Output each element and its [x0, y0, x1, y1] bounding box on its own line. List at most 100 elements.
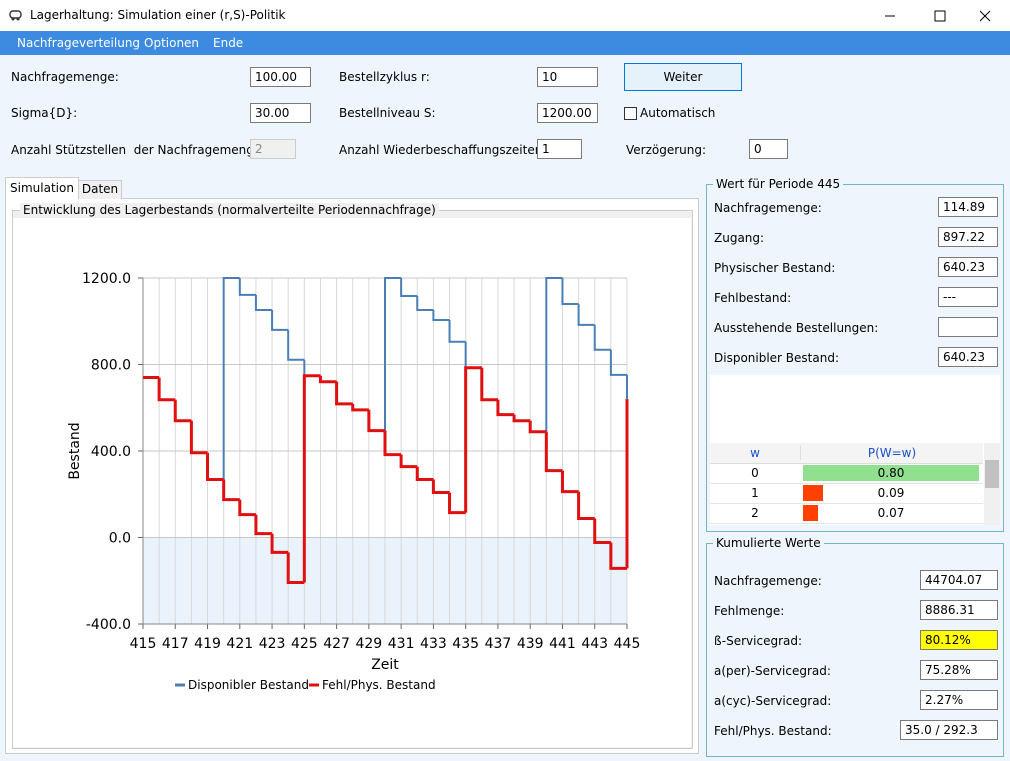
series-step: [287, 329, 305, 361]
series-step: [416, 295, 434, 312]
input[interactable]: 1: [537, 139, 582, 159]
x-tick-label: 441: [549, 636, 576, 652]
output: ---: [938, 287, 998, 307]
cell: 2: [751, 506, 759, 520]
series-step: [270, 533, 289, 554]
input[interactable]: 10: [537, 67, 598, 87]
series-step: [577, 303, 595, 326]
label: Nachfragemenge:: [714, 574, 822, 588]
menu-item[interactable]: Optionen: [144, 36, 200, 50]
input[interactable]: 30.00: [250, 103, 311, 123]
label: Zugang:: [714, 231, 765, 245]
output: 75.28%: [920, 660, 998, 680]
x-axis-label: Zeit: [371, 657, 399, 673]
series-step: [529, 420, 547, 433]
label: ß-Servicegrad:: [714, 634, 803, 648]
series-step: [318, 375, 337, 384]
label: Nachfragemenge:: [11, 70, 119, 84]
y-tick-label: -400.0: [86, 617, 131, 633]
x-tick-label: 427: [323, 636, 350, 652]
period-group: Wert für Periode 445: [706, 177, 1004, 532]
series-step: [432, 310, 450, 321]
label: a(per)-Servicegrad:: [714, 664, 831, 678]
label: Ausstehende Bestellungen:: [714, 321, 879, 335]
x-tick-label: 435: [452, 636, 479, 652]
label: Anzahl Wiederbeschaffungszeiten:: [339, 143, 547, 157]
label: Fehl/Phys. Bestand:: [714, 724, 832, 738]
output: 640.23: [938, 347, 998, 367]
probability-bar: [803, 485, 823, 501]
cell: 1: [751, 486, 759, 500]
output: 114.89: [938, 197, 998, 217]
input[interactable]: 0: [749, 139, 788, 159]
x-tick-label: 433: [420, 636, 447, 652]
series-step: [238, 499, 256, 517]
series-step: [173, 399, 192, 423]
x-tick-label: 439: [517, 636, 544, 652]
checkbox[interactable]: [624, 107, 637, 120]
series-step: [593, 518, 611, 544]
x-tick-label: 443: [581, 636, 608, 652]
series-step: [222, 277, 240, 480]
x-tick-label: 423: [259, 636, 286, 652]
output: 640.23: [938, 257, 998, 277]
y-tick-label: 0.0: [109, 531, 131, 547]
cumulative-group: Kumulierte Werte: [706, 536, 1004, 757]
label: Bestellzyklus r:: [339, 70, 430, 84]
window-title: Lagerhaltung: Simulation einer (r,S)-Pol…: [30, 8, 286, 22]
group-title: Kumulierte Werte: [713, 536, 824, 550]
output: 35.0 / 292.3: [900, 720, 998, 740]
x-tick-label: 415: [130, 636, 157, 652]
menu-item[interactable]: Nachfrageverteilung: [17, 36, 141, 50]
legend-label: Disponibler Bestand: [188, 678, 309, 692]
input-disabled: 2: [250, 139, 296, 159]
scrollbar[interactable]: [984, 443, 1000, 525]
chart: -400.0 0.0 400.0 800.0 1200.0 415 417 419 421 423…: [67, 271, 641, 692]
cell: 0.09: [877, 486, 905, 500]
input[interactable]: 100.00: [250, 67, 311, 87]
output: 8886.31: [920, 600, 998, 620]
x-tick-label: 419: [194, 636, 221, 652]
output: 80.12%: [920, 630, 998, 650]
series-step: [383, 430, 402, 457]
x-tick-label: 437: [485, 636, 512, 652]
series-step: [560, 470, 579, 494]
series-step: [593, 324, 611, 351]
menu-bar: [0, 31, 1010, 55]
tab-active[interactable]: Simulation: [5, 177, 79, 199]
series-step: [367, 409, 385, 433]
cell: 0: [751, 466, 759, 480]
series-step: [448, 492, 466, 515]
row-line: [710, 483, 983, 484]
label: Fehlbestand:: [714, 291, 792, 305]
series-step: [302, 374, 321, 583]
series-step: [415, 466, 434, 482]
window-controls[interactable]: [880, 8, 1000, 24]
label: Anzahl Stützstellen der Nachfragemenge:: [11, 143, 266, 157]
series-step: [286, 552, 305, 584]
series-step: [174, 399, 192, 422]
output: 44704.07: [920, 570, 998, 590]
x-tick-label: 431: [388, 636, 415, 652]
x-tick-label: 445: [614, 636, 641, 652]
y-axis-label: Bestand: [67, 422, 83, 479]
series-step: [384, 277, 402, 431]
series-step: [254, 294, 273, 312]
button[interactable]: Weiter: [624, 63, 742, 91]
row-line: [710, 523, 983, 524]
label: Physischer Bestand:: [714, 261, 836, 275]
tab[interactable]: Daten: [78, 180, 122, 199]
menu-item[interactable]: Ende: [213, 36, 244, 50]
series-step: [189, 420, 208, 455]
input[interactable]: 1200.00: [537, 103, 598, 123]
series-step: [448, 319, 466, 343]
series-step: [464, 366, 482, 513]
series-step: [157, 377, 176, 402]
row-line: [710, 503, 983, 504]
checkbox-label[interactable]: Automatisch: [640, 106, 716, 120]
column-header: P(W=w): [800, 446, 983, 460]
series-step: [528, 420, 547, 434]
series-step: [303, 359, 321, 377]
column-header: w: [750, 446, 760, 460]
series-step: [512, 414, 531, 423]
